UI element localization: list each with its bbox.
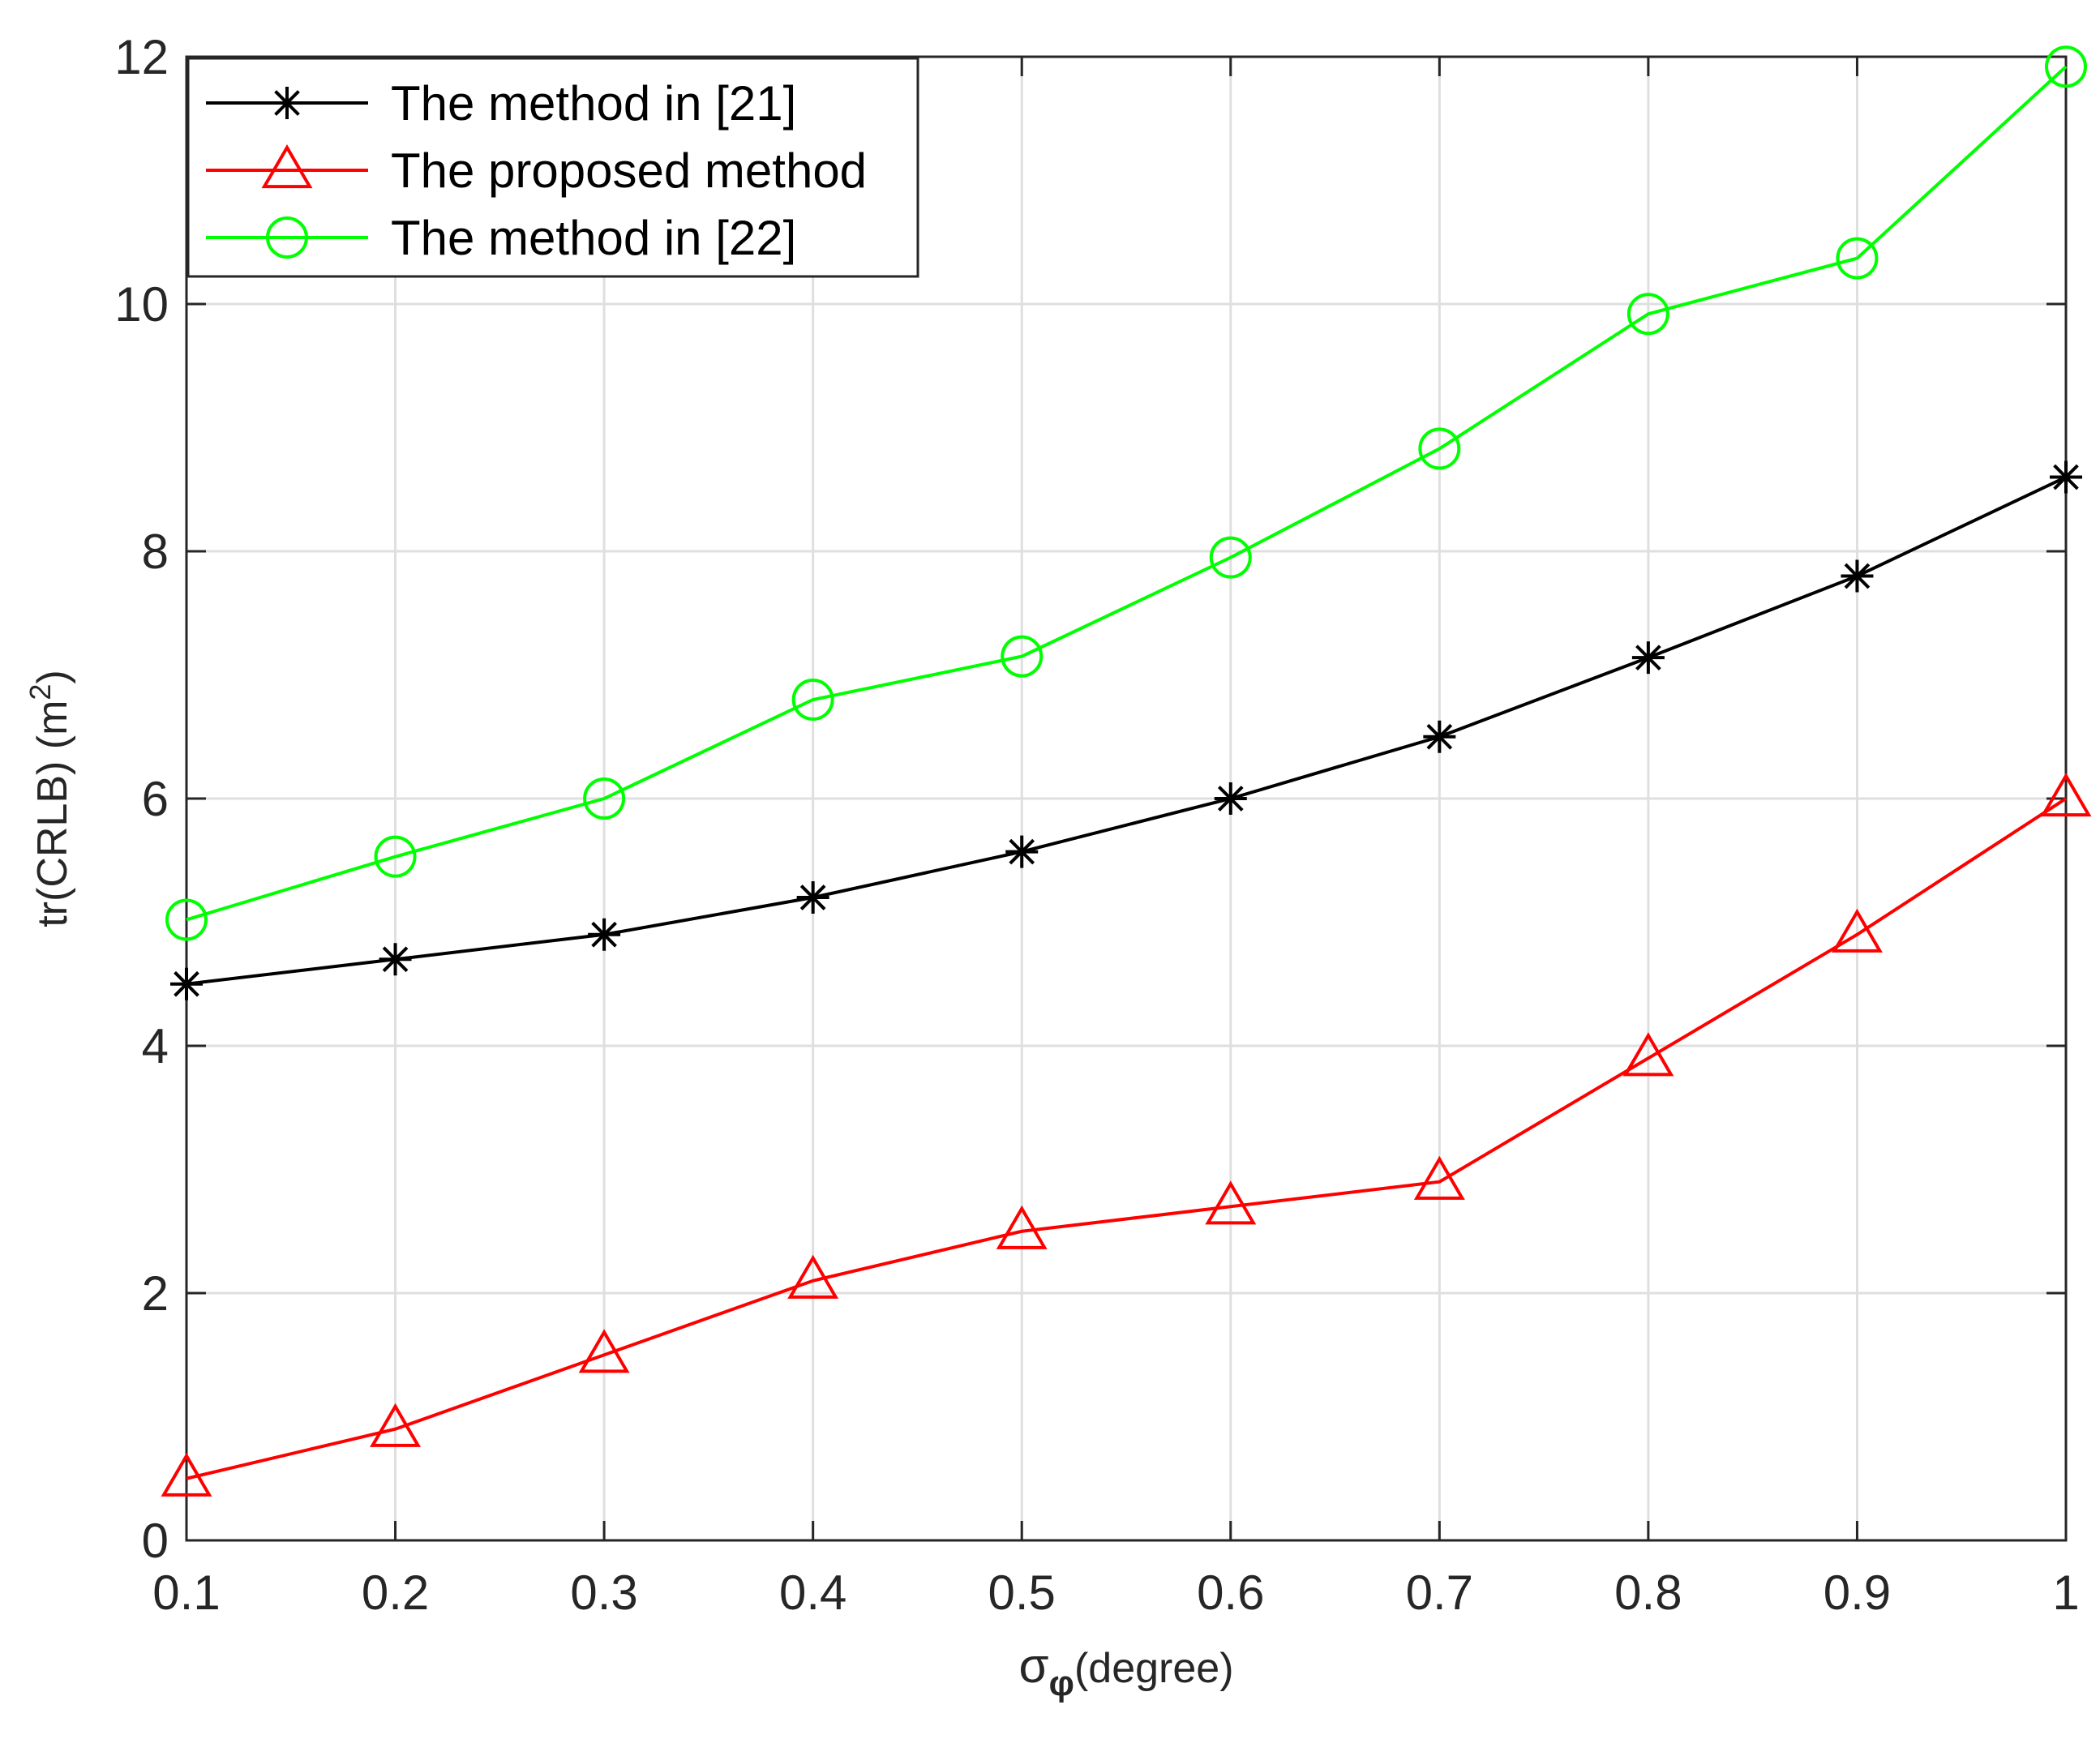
y-tick-label: 0 — [142, 1514, 169, 1568]
y-tick-label: 4 — [142, 1019, 169, 1073]
data-point — [2045, 45, 2087, 88]
data-point — [1626, 293, 1669, 336]
x-tick-label: 0.6 — [1197, 1566, 1264, 1620]
data-point — [1001, 635, 1044, 678]
data-point — [1841, 559, 1874, 593]
data-point — [170, 967, 203, 1000]
legend-marker — [271, 87, 303, 119]
data-point — [1831, 908, 1883, 953]
series-3 — [165, 45, 2087, 941]
axis-ticks — [185, 55, 2068, 1542]
data-point — [2040, 773, 2092, 817]
x-axis-label-sub: φ — [1048, 1664, 1074, 1703]
legend-label: The proposed method — [391, 143, 867, 198]
y-tick-label: 8 — [142, 525, 169, 579]
series-layer — [161, 45, 2092, 1497]
x-tick-label: 0.4 — [779, 1566, 846, 1620]
data-point — [370, 1403, 422, 1447]
data-point — [161, 1452, 212, 1497]
data-point — [1631, 641, 1665, 675]
data-point — [996, 1205, 1048, 1249]
data-point — [1418, 427, 1461, 470]
data-point — [379, 943, 412, 976]
legend-item: The method in [22] — [206, 211, 796, 265]
data-point — [2050, 460, 2082, 494]
y-axis-label-suffix: ) — [29, 670, 76, 683]
x-tick-label: 0.7 — [1406, 1566, 1473, 1620]
series-line — [186, 797, 2068, 1480]
legend-label: The method in [22] — [391, 211, 796, 265]
data-point — [588, 918, 621, 951]
data-point — [1836, 237, 1879, 280]
x-axis-label: σφ(degree) — [1018, 1638, 1233, 1703]
data-point — [583, 777, 626, 820]
y-tick-label: 10 — [114, 277, 169, 332]
data-point — [1209, 536, 1252, 579]
data-point — [796, 881, 829, 914]
x-tick-labels: 0.1 0.2 0.3 0.4 0.5 0.6 0.7 0.8 0.9 1 — [152, 1566, 2079, 1620]
data-point — [791, 679, 834, 721]
legend-marker — [266, 216, 308, 259]
x-tick-label: 0.1 — [152, 1566, 220, 1620]
data-point — [787, 1254, 839, 1299]
legend-label: The method in [21] — [391, 76, 796, 131]
data-point — [374, 835, 417, 878]
legend-item: The method in [21] — [206, 76, 796, 131]
x-tick-label: 0.5 — [988, 1566, 1056, 1620]
legend-box — [186, 57, 919, 278]
y-axis-label: tr(CRLB) (m2) — [24, 670, 76, 927]
x-tick-label: 0.2 — [362, 1566, 429, 1620]
series-1 — [170, 460, 2082, 1000]
data-point — [1214, 782, 1247, 815]
y-tick-label: 6 — [142, 772, 169, 826]
series-line — [186, 475, 2067, 986]
y-tick-labels: 0 2 4 6 8 10 12 — [114, 30, 169, 1568]
data-point — [1205, 1180, 1257, 1225]
series-2 — [161, 773, 2092, 1497]
x-tick-label: 0.9 — [1824, 1566, 1891, 1620]
data-point — [1413, 1155, 1465, 1200]
data-point — [165, 898, 208, 941]
y-tick-label: 2 — [142, 1266, 169, 1321]
data-point — [1423, 720, 1456, 753]
x-tick-label: 0.8 — [1614, 1566, 1682, 1620]
legend-marker — [261, 144, 313, 189]
y-axis-label-main: tr(CRLB) (m — [29, 700, 76, 927]
data-point — [578, 1329, 630, 1373]
y-axis-label-sup: 2 — [24, 684, 57, 700]
x-tick-label: 1 — [2052, 1566, 2079, 1620]
x-tick-label: 0.3 — [570, 1566, 637, 1620]
legend-item: The proposed method — [206, 143, 867, 198]
x-axis-label-suffix: (degree) — [1074, 1645, 1234, 1692]
legend: The method in [21] The proposed method The… — [186, 57, 919, 278]
data-point — [1005, 835, 1039, 868]
x-axis-label-main: σ — [1018, 1638, 1048, 1693]
y-tick-label: 12 — [114, 30, 169, 84]
data-point — [1622, 1032, 1674, 1077]
series-line — [186, 65, 2068, 922]
